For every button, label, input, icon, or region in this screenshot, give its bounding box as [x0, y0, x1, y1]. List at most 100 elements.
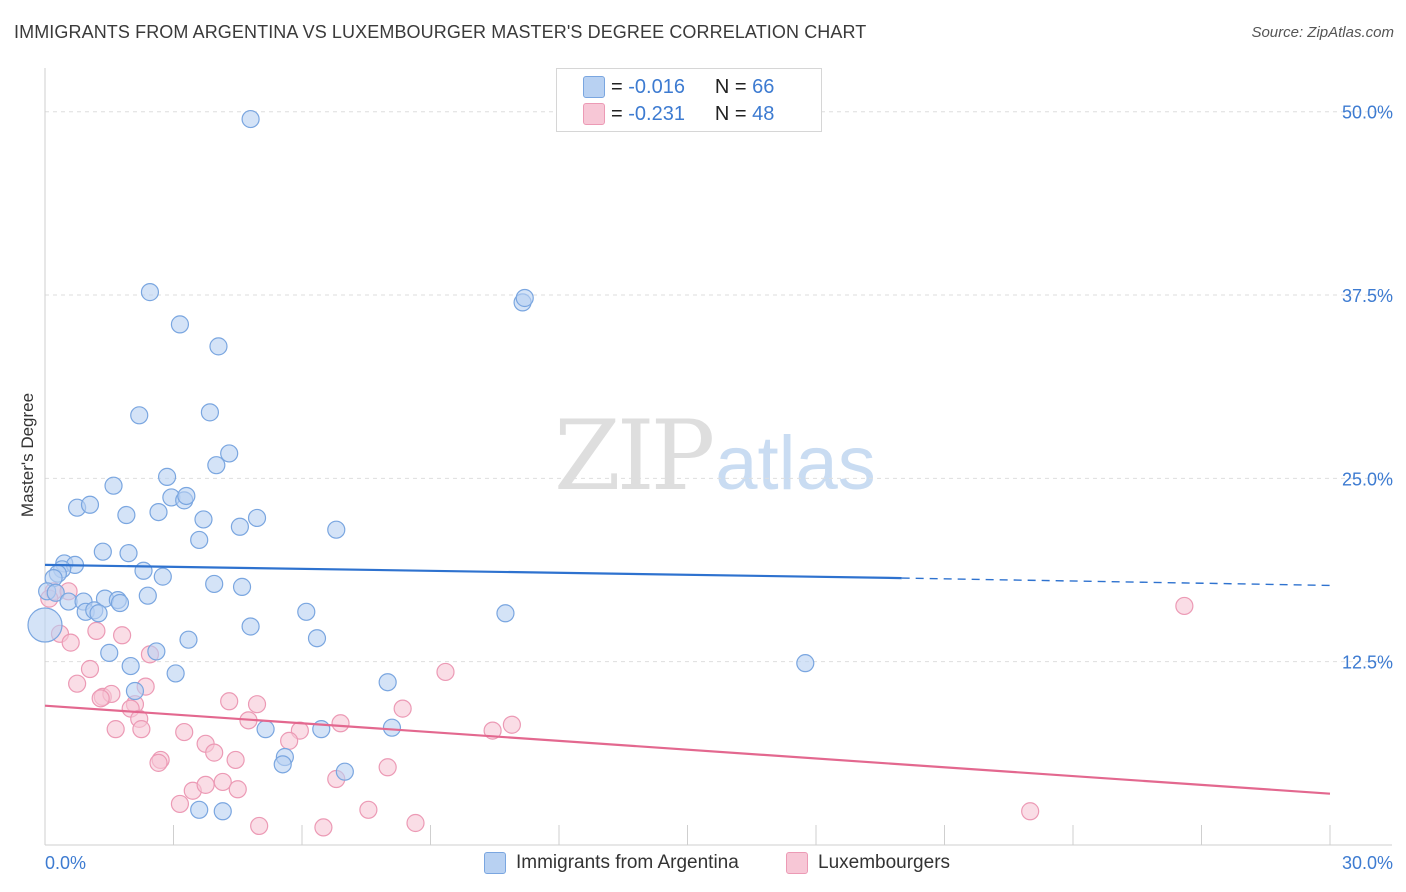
point-argentina: [382, 718, 402, 737]
point-luxembourger: [91, 689, 110, 708]
watermark-atlas: atlas: [715, 421, 876, 506]
legend-row-luxembourgers: R = -0.231 N = 48: [583, 102, 774, 126]
legend-row-argentina: R = -0.016 N = 66: [583, 75, 774, 99]
point-luxembourger: [250, 816, 269, 836]
point-argentina: [170, 315, 190, 334]
point-argentina: [256, 720, 275, 739]
point-argentina: [496, 604, 515, 623]
point-argentina: [130, 406, 149, 425]
point-luxembourger: [378, 758, 397, 777]
point-luxembourger: [331, 714, 350, 733]
point-luxembourger: [87, 621, 106, 640]
bottom-legend-argentina[interactable]: Immigrants from Argentina: [484, 852, 739, 874]
point-argentina: [241, 617, 260, 636]
point-luxembourger: [106, 720, 125, 739]
point-luxembourger: [436, 662, 455, 682]
point-luxembourger: [170, 794, 190, 814]
trend-lines: [44, 563, 1331, 795]
legend-n-value: 48: [752, 102, 775, 125]
legend-n-value: 66: [752, 75, 775, 98]
trend-line-argentina-extension: [901, 577, 1331, 587]
point-argentina: [220, 444, 239, 463]
point-argentina: [134, 561, 153, 580]
tick-labels: 12.5% 25.0% 37.5% 50.0% 0.0% 30.0%: [45, 103, 1393, 873]
axes: [44, 68, 1392, 846]
point-argentina: [121, 656, 140, 676]
point-luxembourger: [1021, 802, 1040, 821]
gridlines: [45, 111, 1392, 663]
point-argentina: [207, 456, 226, 475]
point-luxembourger: [196, 775, 215, 794]
point-luxembourger: [502, 715, 521, 734]
correlation-legend: R = -0.016 N = 66 R = -0.231 N = 48: [556, 68, 822, 132]
source-label: Source: ZipAtlas.com: [1251, 24, 1394, 41]
y-tick-label: 25.0%: [1342, 469, 1393, 489]
legend-n-label: N =: [714, 75, 747, 98]
legend-r-value: -0.231: [628, 102, 685, 125]
point-argentina: [190, 800, 209, 819]
point-argentina: [273, 755, 292, 774]
point-argentina: [166, 664, 185, 683]
point-argentina: [194, 510, 213, 529]
point-argentina: [147, 642, 166, 661]
point-luxembourger: [483, 721, 502, 740]
point-luxembourger: [393, 699, 412, 718]
point-argentina: [241, 109, 260, 129]
point-luxembourger: [220, 692, 239, 711]
x-tick-label-min: 0.0%: [45, 853, 86, 873]
legend-swatch-blue: [583, 76, 605, 98]
point-argentina: [209, 337, 228, 356]
watermark: ZIPatlas: [554, 400, 876, 512]
legend-label-luxembourgers: Luxembourgers: [818, 852, 951, 873]
point-luxembourger: [68, 674, 87, 693]
trend-line-argentina: [44, 563, 902, 580]
point-argentina: [110, 593, 130, 613]
point-luxembourger: [205, 743, 224, 762]
data-points: [27, 109, 1194, 837]
point-argentina: [140, 283, 160, 302]
y-tick-label: 37.5%: [1342, 286, 1393, 306]
point-argentina: [247, 508, 267, 528]
x-tick-label-max: 30.0%: [1342, 853, 1393, 873]
point-argentina: [27, 607, 63, 643]
point-argentina: [230, 517, 249, 536]
watermark-zip: ZIP: [554, 400, 715, 512]
point-argentina: [100, 643, 119, 662]
point-argentina: [327, 520, 346, 539]
bottom-legend-luxembourgers[interactable]: Luxembourgers: [786, 852, 950, 874]
point-argentina: [297, 602, 316, 621]
point-luxembourger: [314, 818, 333, 837]
legend-label-argentina: Immigrants from Argentina: [516, 852, 739, 873]
point-argentina: [46, 583, 65, 602]
y-tick-label: 12.5%: [1342, 653, 1393, 673]
point-argentina: [232, 577, 252, 596]
trend-line-luxembourgers: [44, 704, 1331, 795]
point-luxembourger: [61, 633, 80, 652]
point-argentina: [80, 495, 100, 514]
point-luxembourger: [247, 695, 267, 714]
point-luxembourger: [213, 772, 232, 792]
point-argentina: [157, 467, 177, 486]
point-argentina: [190, 530, 209, 550]
chart-title: IMMIGRANTS FROM ARGENTINA VS LUXEMBOURGE…: [14, 22, 867, 42]
point-argentina: [125, 681, 145, 701]
y-tick-label: 50.0%: [1342, 103, 1393, 123]
legend-r-value: -0.016: [628, 75, 685, 98]
point-argentina: [213, 802, 232, 821]
point-luxembourger: [226, 750, 245, 770]
point-luxembourger: [132, 720, 151, 739]
point-argentina: [200, 403, 220, 422]
point-argentina: [89, 604, 108, 623]
point-luxembourger: [359, 800, 378, 819]
point-argentina: [515, 288, 534, 308]
point-luxembourger: [280, 731, 299, 750]
point-argentina: [335, 762, 354, 781]
point-argentina: [307, 629, 327, 648]
point-luxembourger: [406, 813, 425, 833]
legend-n-label: N =: [714, 102, 747, 125]
point-argentina: [179, 630, 198, 649]
point-argentina: [378, 673, 397, 692]
legend-swatch-pink: [583, 103, 605, 125]
point-luxembourger: [175, 722, 194, 742]
